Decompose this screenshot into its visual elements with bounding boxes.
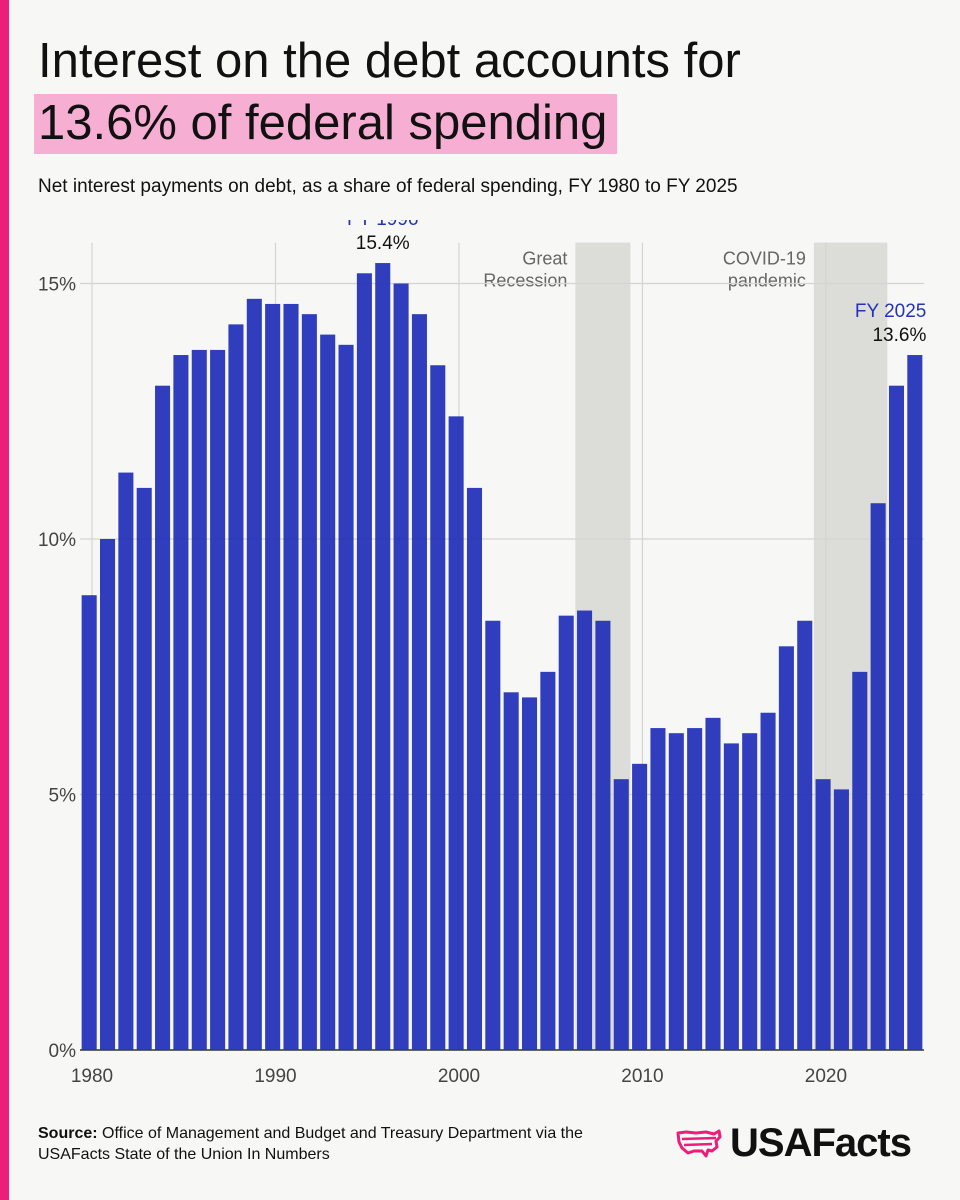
bar-2016: [742, 733, 758, 1050]
x-tick-label-4: 2020: [805, 1066, 847, 1087]
source-text: Office of Management and Budget and Trea…: [38, 1125, 583, 1163]
bar-1988: [228, 324, 244, 1050]
axis-labels: 0% 5% 10% 15% 1980 1990 2000 2010 2020: [38, 275, 847, 1088]
annotation-label-1996: FY 1996: [347, 220, 418, 230]
bar-2018: [778, 646, 794, 1050]
logo-text: USAFacts: [730, 1120, 912, 1165]
x-tick-label-0: 1980: [71, 1066, 113, 1087]
bar-2003: [503, 692, 519, 1050]
bar-2001: [466, 487, 483, 1050]
bar-1982: [118, 472, 134, 1050]
bar-2006: [558, 615, 574, 1050]
bar-2014: [705, 717, 721, 1050]
bar-2023: [870, 503, 886, 1051]
shaded-period-label-2-line2: pandemic: [728, 271, 806, 291]
bar-1995: [356, 273, 372, 1050]
bar-1986: [191, 349, 207, 1050]
annotation-value-2025: 13.6%: [872, 325, 926, 346]
bars: [81, 263, 923, 1051]
bar-2008: [595, 620, 611, 1050]
bar-1994: [338, 344, 354, 1050]
bar-2019: [797, 620, 813, 1050]
bar-2005: [540, 671, 556, 1050]
bar-2010: [632, 763, 648, 1050]
bar-1983: [136, 487, 152, 1050]
shaded-period-label-1-line1: Great: [522, 249, 567, 269]
bar-2022: [852, 671, 868, 1050]
title-line-1: Interest on the debt accounts for: [38, 34, 741, 88]
usafacts-logo: USAFacts: [676, 1118, 912, 1168]
bar-2020: [815, 779, 831, 1050]
bar-1998: [411, 314, 427, 1050]
title-line-2-highlight: 13.6% of federal spending: [34, 94, 618, 154]
bar-1989: [246, 298, 262, 1050]
bar-2000: [448, 416, 464, 1050]
y-tick-label-0: 0%: [49, 1041, 77, 1062]
y-tick-label-2: 10%: [38, 530, 76, 551]
bar-2017: [760, 712, 776, 1050]
y-tick-label-1: 5%: [49, 786, 77, 807]
bar-1984: [155, 385, 171, 1050]
bar-2025: [907, 355, 923, 1050]
bar-2002: [485, 620, 501, 1050]
chart-subtitle: Net interest payments on debt, as a shar…: [38, 176, 738, 197]
bar-2012: [668, 733, 684, 1050]
bar-1990: [265, 303, 281, 1050]
bar-1985: [173, 355, 189, 1050]
bar-2004: [522, 697, 538, 1050]
bar-1997: [393, 283, 409, 1050]
bar-2013: [687, 728, 703, 1050]
bar-1992: [301, 314, 317, 1050]
page-title: Interest on the debt accounts for 13.6% …: [34, 30, 938, 154]
usa-map-icon: [676, 1129, 722, 1158]
bar-1999: [430, 365, 446, 1050]
x-tick-label-2: 2000: [438, 1066, 480, 1087]
annotation-value-1996: 15.4%: [356, 233, 410, 254]
bar-2009: [613, 779, 629, 1050]
bar-1996: [375, 263, 391, 1050]
y-tick-label-3: 15%: [38, 275, 76, 296]
bar-1981: [100, 539, 116, 1050]
bar-1980: [81, 595, 97, 1050]
accent-bar: [0, 0, 9, 1200]
bar-2024: [888, 385, 905, 1050]
source-label: Source:: [38, 1125, 98, 1142]
source-note: Source: Office of Management and Budget …: [38, 1123, 598, 1165]
shaded-period-label-1-line2: Recession: [483, 271, 567, 291]
bar-2015: [723, 743, 739, 1050]
bar-1991: [283, 303, 299, 1050]
annotations: FY 1996 15.4% FY 2025 13.6%: [347, 220, 926, 346]
bar-2007: [577, 610, 593, 1050]
annotation-label-2025: FY 2025: [855, 301, 926, 322]
bar-1987: [210, 349, 226, 1050]
bar-1993: [320, 334, 336, 1051]
bar-2011: [650, 728, 666, 1050]
shaded-period-label-2-line1: COVID-19: [723, 249, 806, 269]
x-tick-label-3: 2010: [621, 1066, 663, 1087]
bar-2021: [833, 789, 849, 1050]
x-tick-label-1: 1990: [254, 1066, 296, 1087]
